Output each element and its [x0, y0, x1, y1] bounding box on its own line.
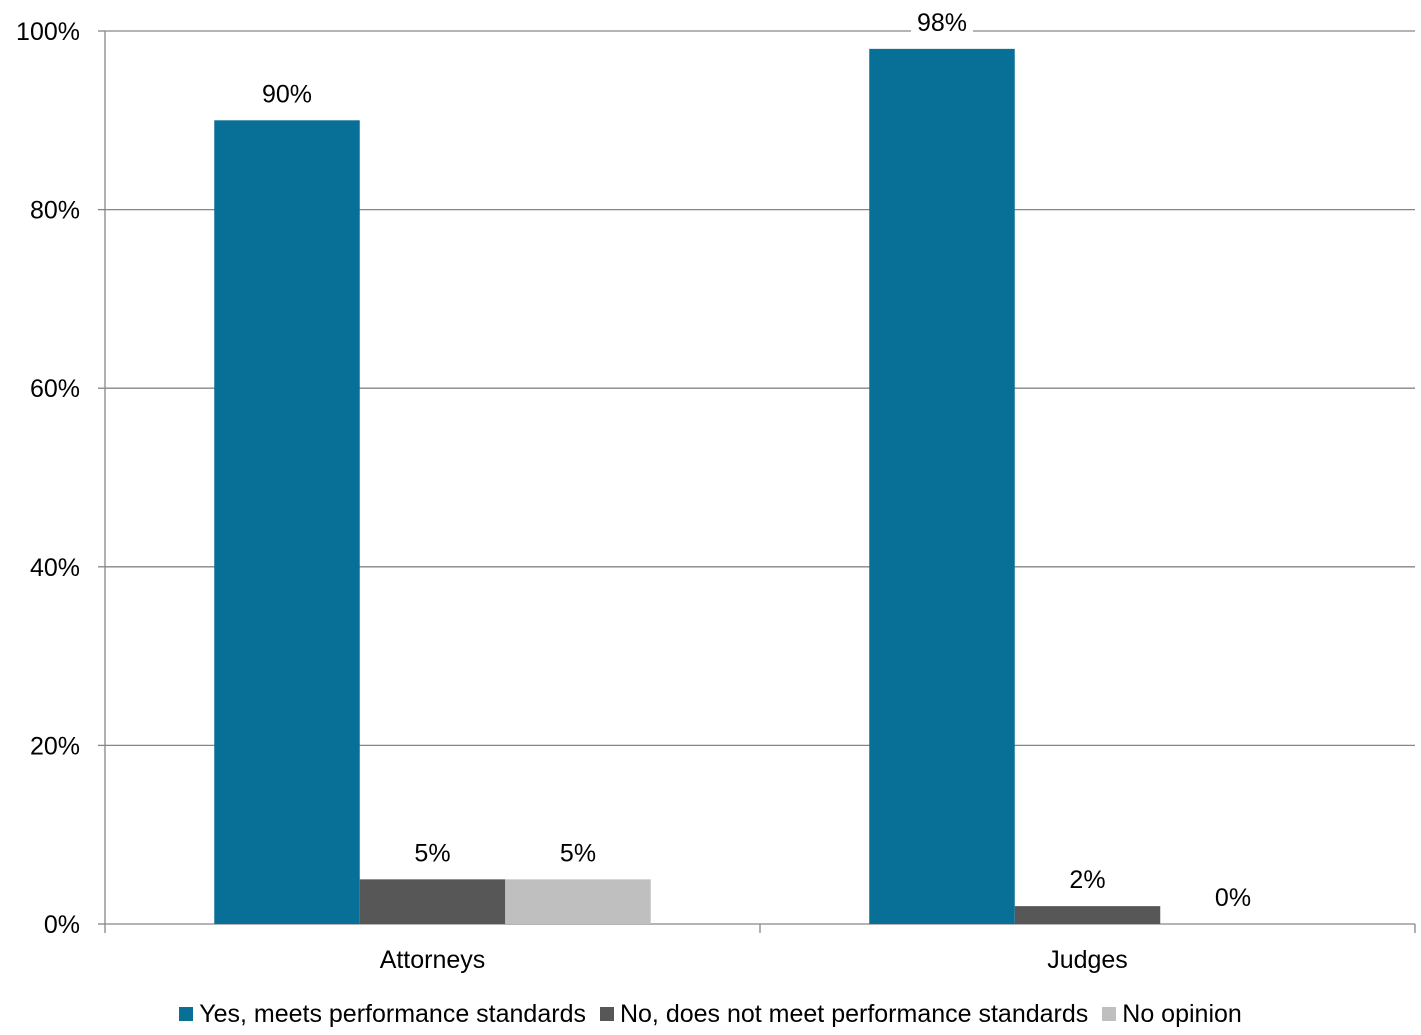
legend-item-no: No, does not meet performance standards	[599, 999, 1089, 1029]
bar	[869, 48, 1015, 925]
bar	[505, 879, 651, 924]
legend-swatch-yes	[179, 1007, 194, 1021]
y-tick-label: 0%	[44, 911, 80, 939]
bar-chart: 0% 20% 40% 60% 80% 100% 90% 5% 5% Attorneys 98% 2% 0…	[16, 6, 1416, 974]
bar	[214, 120, 360, 925]
legend-label-yes: Yes, meets performance standards	[199, 999, 586, 1028]
legend-item-no-opinion: No opinion	[1102, 1000, 1242, 1029]
y-tick-label: 100%	[16, 18, 80, 46]
y-tick-label: 80%	[30, 197, 80, 225]
data-label: 5%	[414, 839, 450, 867]
data-label: 98%	[917, 9, 967, 37]
legend-item-yes: Yes, meets performance standards	[179, 1000, 586, 1029]
bar	[1014, 906, 1161, 924]
legend-swatch-no	[599, 1007, 614, 1021]
bar	[359, 879, 506, 924]
x-tick-label: Judges	[1047, 946, 1128, 974]
data-label: 0%	[1215, 884, 1251, 912]
legend-label-no: No, does not meet performance standards	[619, 999, 1089, 1028]
y-tick-label: 20%	[30, 732, 80, 760]
data-label: 2%	[1069, 866, 1105, 894]
legend-label-no-opinion: No opinion	[1122, 999, 1242, 1028]
legend-swatch-no-opinion	[1102, 1007, 1117, 1021]
data-label: 5%	[560, 839, 596, 867]
data-label: 90%	[262, 80, 312, 108]
chart-legend: Yes, meets performance standards No, doe…	[0, 998, 1421, 1030]
y-tick-label: 40%	[30, 554, 80, 582]
data-label-background	[910, 6, 974, 39]
y-tick-label: 60%	[30, 375, 80, 403]
x-tick-label: Attorneys	[380, 946, 486, 974]
